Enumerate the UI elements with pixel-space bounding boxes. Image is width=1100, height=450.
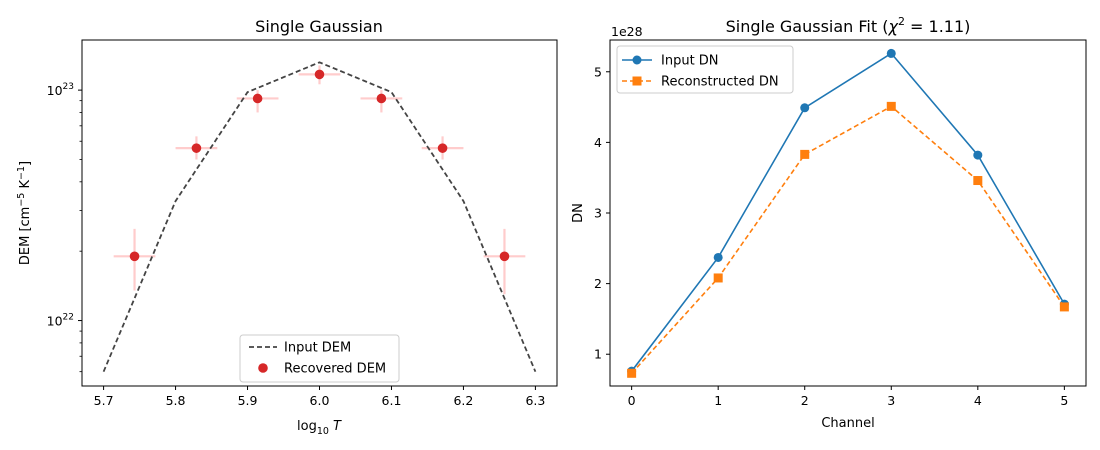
right-x-tick-label: 4 <box>974 393 982 408</box>
reconstructed-dn-point <box>886 101 896 111</box>
recovered-dem-series <box>129 69 510 262</box>
right-y-tick-label: 3 <box>594 206 602 221</box>
reconstructed-dn-point <box>1059 302 1069 312</box>
input-dem-series <box>102 61 537 373</box>
left-x-tick-label: 6.2 <box>453 393 473 408</box>
reconstructed-dn-point <box>627 368 637 378</box>
right-y-tick-label: 5 <box>594 64 602 79</box>
right-x-axis-label: Channel <box>821 416 874 431</box>
legend-reconstructed-dn-marker <box>632 76 642 86</box>
right-x-tick-label: 1 <box>714 393 722 408</box>
right-x-tick-label: 3 <box>887 393 895 408</box>
legend-reconstructed-dn-label: Reconstructed DN <box>661 75 779 90</box>
left-x-tick-label: 6.1 <box>382 393 402 408</box>
right-y-tick-label: 1 <box>594 347 602 362</box>
recovered-dem-point <box>314 69 325 80</box>
right-x-tick-label: 5 <box>1060 393 1068 408</box>
left-x-tick-label: 6.0 <box>310 393 330 408</box>
input-dn-line <box>630 52 1066 372</box>
left-y-axis-label: DEM [cm−5 K−1] <box>16 161 33 265</box>
input-dn-point <box>886 48 896 58</box>
input-dn-point <box>713 252 723 262</box>
right-y-axis-label: DN <box>571 203 586 223</box>
right-chart: Single Gaussian Fit (χ2 = 1.11) 1e28 0 1 2… <box>571 15 1087 431</box>
right-x-tick-label: 0 <box>628 393 636 408</box>
reconstructed-dn-point <box>800 149 810 159</box>
left-x-axis-label: log10 T <box>297 419 342 437</box>
reconstructed-dn-line <box>631 105 1066 374</box>
recovered-dem-point <box>252 93 263 104</box>
legend-input-dn-label: Input DN <box>661 54 719 69</box>
recovered-dem-point <box>437 143 448 153</box>
input-dem-line <box>102 61 537 373</box>
left-x-tick-label: 6.3 <box>525 393 545 408</box>
right-y-tick-label: 2 <box>594 276 602 291</box>
left-y-tick-label: 1023 <box>47 82 74 98</box>
left-x-tick-label: 5.8 <box>166 393 186 408</box>
right-legend: Input DN Reconstructed DN <box>616 45 794 94</box>
right-y-tick-label: 4 <box>594 135 602 150</box>
input-dn-point <box>800 103 810 113</box>
legend-input-dem-label: Input DEM <box>284 341 351 356</box>
legend-recovered-dem-label: Recovered DEM <box>284 362 386 377</box>
reconstructed-dn-series <box>627 101 1069 378</box>
left-x-tick-label: 5.7 <box>94 393 114 408</box>
legend-recovered-dem-marker <box>258 363 268 373</box>
right-x-tick-label: 2 <box>801 393 809 408</box>
left-chart: Single Gaussian 5.7 5.8 5.9 6.0 6.1 6.2 6.3 10… <box>16 17 558 437</box>
left-chart-title: Single Gaussian <box>255 17 383 36</box>
recovered-dem-point <box>499 251 510 262</box>
left-y-tick-label: 1022 <box>47 313 74 329</box>
recovered-dem-point <box>376 93 387 104</box>
legend-input-dn-marker <box>632 55 642 65</box>
left-legend: Input DEM Recovered DEM <box>239 334 400 383</box>
reconstructed-dn-point <box>713 273 723 283</box>
y-axis-multiplier: 1e28 <box>611 24 643 39</box>
reconstructed-dn-point <box>973 176 983 186</box>
input-dn-series <box>627 48 1069 376</box>
right-chart-title: Single Gaussian Fit (χ2 = 1.11) <box>726 15 971 36</box>
recovered-dem-point <box>129 251 140 262</box>
recovered-dem-point <box>191 143 202 153</box>
input-dn-point <box>973 150 983 160</box>
left-x-tick-label: 5.9 <box>238 393 258 408</box>
